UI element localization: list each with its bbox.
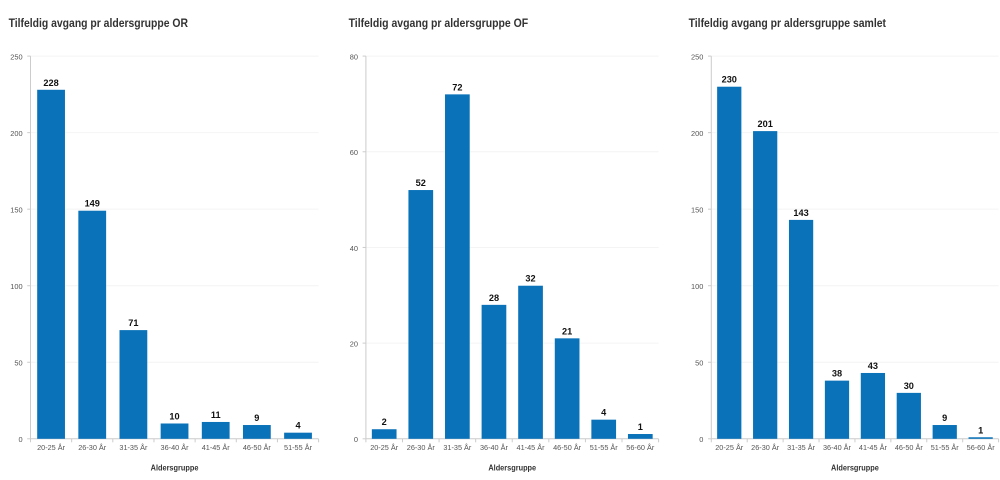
svg-text:150: 150	[691, 206, 703, 215]
svg-text:46-50 År: 46-50 År	[895, 443, 924, 452]
svg-text:41-45 År: 41-45 År	[859, 443, 888, 452]
svg-text:71: 71	[128, 318, 138, 328]
svg-text:51-55 År: 51-55 År	[590, 443, 619, 452]
svg-text:100: 100	[10, 282, 22, 291]
svg-text:36-40 År: 36-40 År	[161, 443, 190, 452]
svg-text:60: 60	[350, 148, 358, 157]
svg-text:9: 9	[942, 413, 947, 423]
svg-text:0: 0	[354, 435, 358, 444]
svg-text:200: 200	[691, 129, 703, 138]
svg-text:250: 250	[691, 53, 703, 62]
svg-text:21: 21	[562, 326, 572, 336]
svg-text:0: 0	[18, 435, 22, 444]
svg-text:228: 228	[43, 78, 58, 88]
svg-text:30: 30	[904, 381, 914, 391]
svg-text:51-55 År: 51-55 År	[284, 443, 313, 452]
svg-text:20-25 År: 20-25 År	[370, 443, 399, 452]
svg-text:51-55 År: 51-55 År	[931, 443, 960, 452]
svg-text:201: 201	[757, 119, 772, 129]
svg-text:41-45 År: 41-45 År	[517, 443, 546, 452]
svg-text:Aldersgruppe: Aldersgruppe	[151, 463, 199, 473]
svg-text:1: 1	[978, 425, 983, 435]
svg-text:52: 52	[416, 178, 426, 188]
svg-text:1: 1	[638, 422, 643, 432]
svg-text:38: 38	[832, 369, 842, 379]
svg-text:26-30 År: 26-30 År	[407, 443, 436, 452]
svg-text:20: 20	[350, 340, 358, 349]
svg-text:43: 43	[868, 361, 878, 371]
svg-text:Tilfeldig avgang pr aldersgrup: Tilfeldig avgang pr aldersgruppe OF	[349, 16, 529, 30]
svg-text:56-60 År: 56-60 År	[626, 443, 655, 452]
svg-text:80: 80	[350, 53, 358, 62]
svg-text:56-60 År: 56-60 År	[967, 443, 996, 452]
svg-text:143: 143	[793, 208, 808, 218]
svg-text:31-35 År: 31-35 År	[443, 443, 472, 452]
svg-text:31-35 År: 31-35 År	[119, 443, 148, 452]
svg-text:4: 4	[295, 421, 301, 431]
svg-text:230: 230	[722, 75, 737, 85]
svg-text:149: 149	[85, 199, 100, 209]
svg-text:26-30 År: 26-30 År	[751, 443, 780, 452]
svg-text:32: 32	[525, 274, 535, 284]
svg-text:72: 72	[452, 82, 462, 92]
svg-text:20-25 År: 20-25 År	[715, 443, 744, 452]
svg-text:50: 50	[695, 359, 703, 368]
svg-text:Aldersgruppe: Aldersgruppe	[488, 463, 536, 473]
svg-text:0: 0	[699, 435, 703, 444]
svg-text:50: 50	[14, 359, 22, 368]
svg-text:4: 4	[601, 408, 607, 418]
svg-text:Aldersgruppe: Aldersgruppe	[831, 463, 879, 473]
svg-text:200: 200	[10, 129, 22, 138]
svg-text:2: 2	[382, 417, 387, 427]
svg-text:26-30 År: 26-30 År	[78, 443, 107, 452]
svg-text:46-50 År: 46-50 År	[553, 443, 582, 452]
svg-text:40: 40	[350, 244, 358, 253]
svg-text:150: 150	[10, 206, 22, 215]
svg-text:36-40 År: 36-40 År	[480, 443, 509, 452]
svg-text:46-50 År: 46-50 År	[243, 443, 272, 452]
svg-text:28: 28	[489, 293, 499, 303]
svg-text:41-45 År: 41-45 År	[202, 443, 231, 452]
svg-text:Tilfeldig avgang pr aldersgrup: Tilfeldig avgang pr aldersgruppe OR	[9, 16, 189, 30]
svg-text:250: 250	[10, 53, 22, 62]
svg-text:36-40 År: 36-40 År	[823, 443, 852, 452]
svg-text:11: 11	[211, 410, 221, 420]
svg-text:Tilfeldig avgang pr aldersgrup: Tilfeldig avgang pr aldersgruppe samlet	[689, 16, 886, 30]
svg-text:100: 100	[691, 282, 703, 291]
svg-text:31-35 År: 31-35 År	[787, 443, 816, 452]
svg-text:20-25 År: 20-25 År	[37, 443, 66, 452]
svg-text:9: 9	[254, 413, 259, 423]
svg-text:10: 10	[169, 411, 179, 421]
